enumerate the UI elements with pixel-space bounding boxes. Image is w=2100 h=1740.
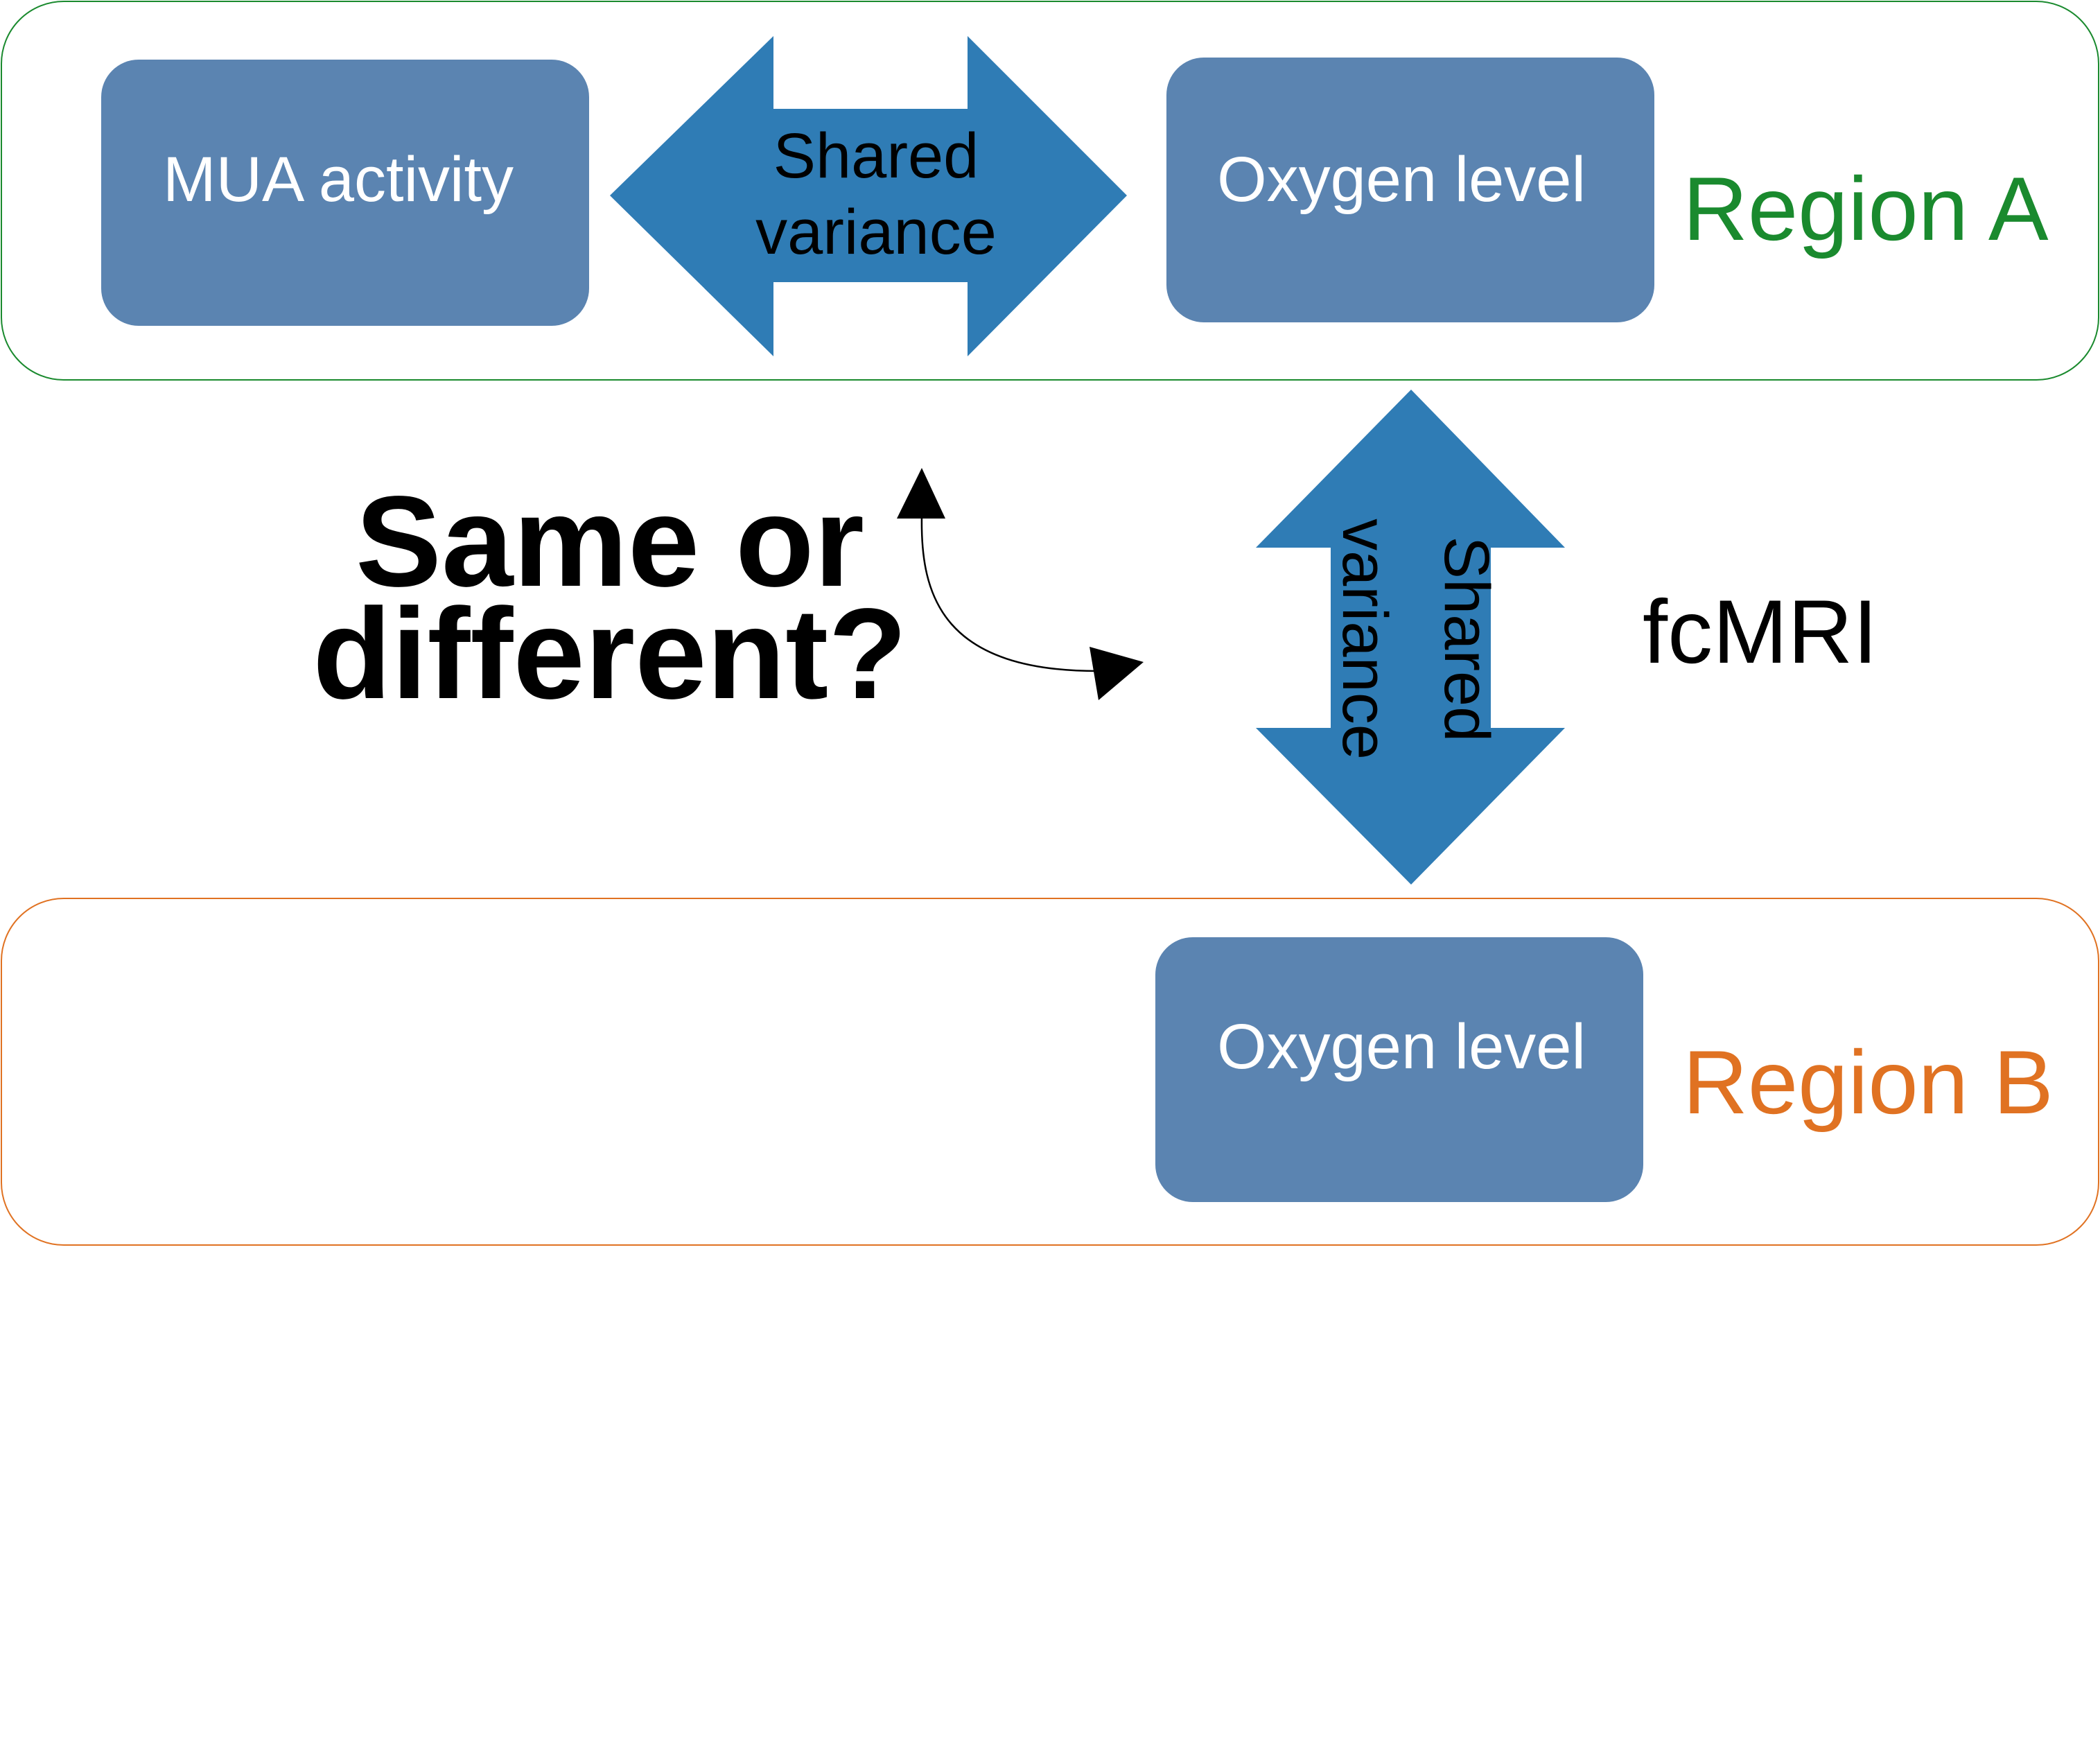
curved-arrow-head-up (897, 468, 945, 519)
oxygen-level-box-b: Oxygen level (1155, 937, 1643, 1202)
horizontal-double-arrow: Shared variance (610, 36, 1127, 356)
mua-activity-box: MUA activity (101, 60, 589, 326)
question-line1: Same or (356, 470, 864, 614)
curved-arrow-head-right (1090, 647, 1144, 700)
curved-double-arrow (897, 468, 1144, 700)
region-a-container (1, 1, 2099, 381)
question-line2: different? (313, 582, 907, 726)
oxygen-level-box-a: Oxygen level (1166, 58, 1654, 322)
region-a-label: Region A (1683, 158, 2049, 259)
horizontal-arrow-text-line1: Shared (773, 121, 979, 191)
region-b-container (1, 898, 2099, 1246)
oxygen-level-label-b: Oxygen level (1217, 1011, 1586, 1082)
fcmri-label: fcMRI (1643, 581, 1878, 682)
mua-activity-label: MUA activity (163, 144, 514, 215)
vertical-double-arrow: Shared variance (1256, 390, 1565, 885)
oxygen-level-label-a: Oxygen level (1217, 144, 1586, 215)
vertical-arrow-text-line1: Shared (1431, 537, 1502, 742)
vertical-arrow-text-line2: variance (1329, 519, 1400, 760)
region-b-label: Region B (1683, 1032, 2054, 1133)
curved-arrow-line (920, 516, 1103, 672)
horizontal-arrow-text-line2: variance (755, 197, 997, 268)
